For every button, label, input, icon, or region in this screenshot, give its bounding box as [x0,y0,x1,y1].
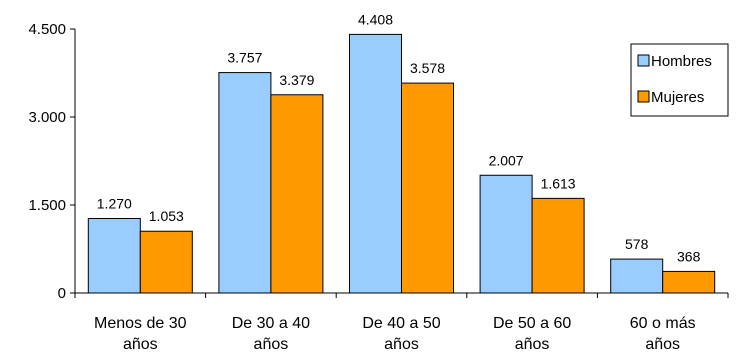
bar-mujeres [270,94,324,294]
legend: Hombres Mujeres [630,43,729,117]
x-tick-label: De 40 a 50 años [362,315,440,353]
bars [87,33,716,294]
x-tick-label: Menos de 30 años [94,315,187,353]
bar-hombres [349,33,402,294]
bar-mujeres [531,197,585,294]
data-label: 3.578 [410,60,445,76]
legend-swatch-hombres [637,54,650,67]
bar-hombres [479,174,533,294]
bar-mujeres [401,82,454,294]
data-label: 3.379 [279,72,314,88]
data-label: 4.408 [358,11,393,27]
data-label: 578 [625,236,649,252]
bar-hombres [218,72,272,294]
bar-mujeres [662,270,716,294]
data-label: 1.613 [541,175,576,191]
x-tick-label: De 30 a 40 años [232,315,310,353]
data-label: 2.007 [489,152,524,168]
bar-mujeres [139,230,193,294]
data-label: 1.053 [149,208,184,224]
data-label: 3.757 [227,50,262,66]
legend-label-mujeres: Mujeres [651,89,704,106]
y-tick-label: 1.500 [28,197,66,214]
data-label: 368 [677,248,701,264]
data-label: 1.270 [97,195,132,211]
axes: 0 1.500 3.000 4.500 Menos de 30 años De 30 a 4… [28,21,729,353]
bar-hombres [610,258,664,294]
y-tick-label: 0 [58,285,66,302]
bar-hombres [87,217,141,294]
y-tick-label: 4.500 [28,21,66,38]
x-tick-label: 60 o más años [630,315,696,353]
legend-label-hombres: Hombres [651,53,712,70]
data-labels: 1.270 1.053 3.757 3.379 4.408 3.578 2.007 1.613… [97,11,701,264]
x-tick-label: De 50 a 60 años [493,315,571,353]
y-tick-label: 3.000 [28,109,66,126]
legend-swatch-mujeres [637,90,650,103]
